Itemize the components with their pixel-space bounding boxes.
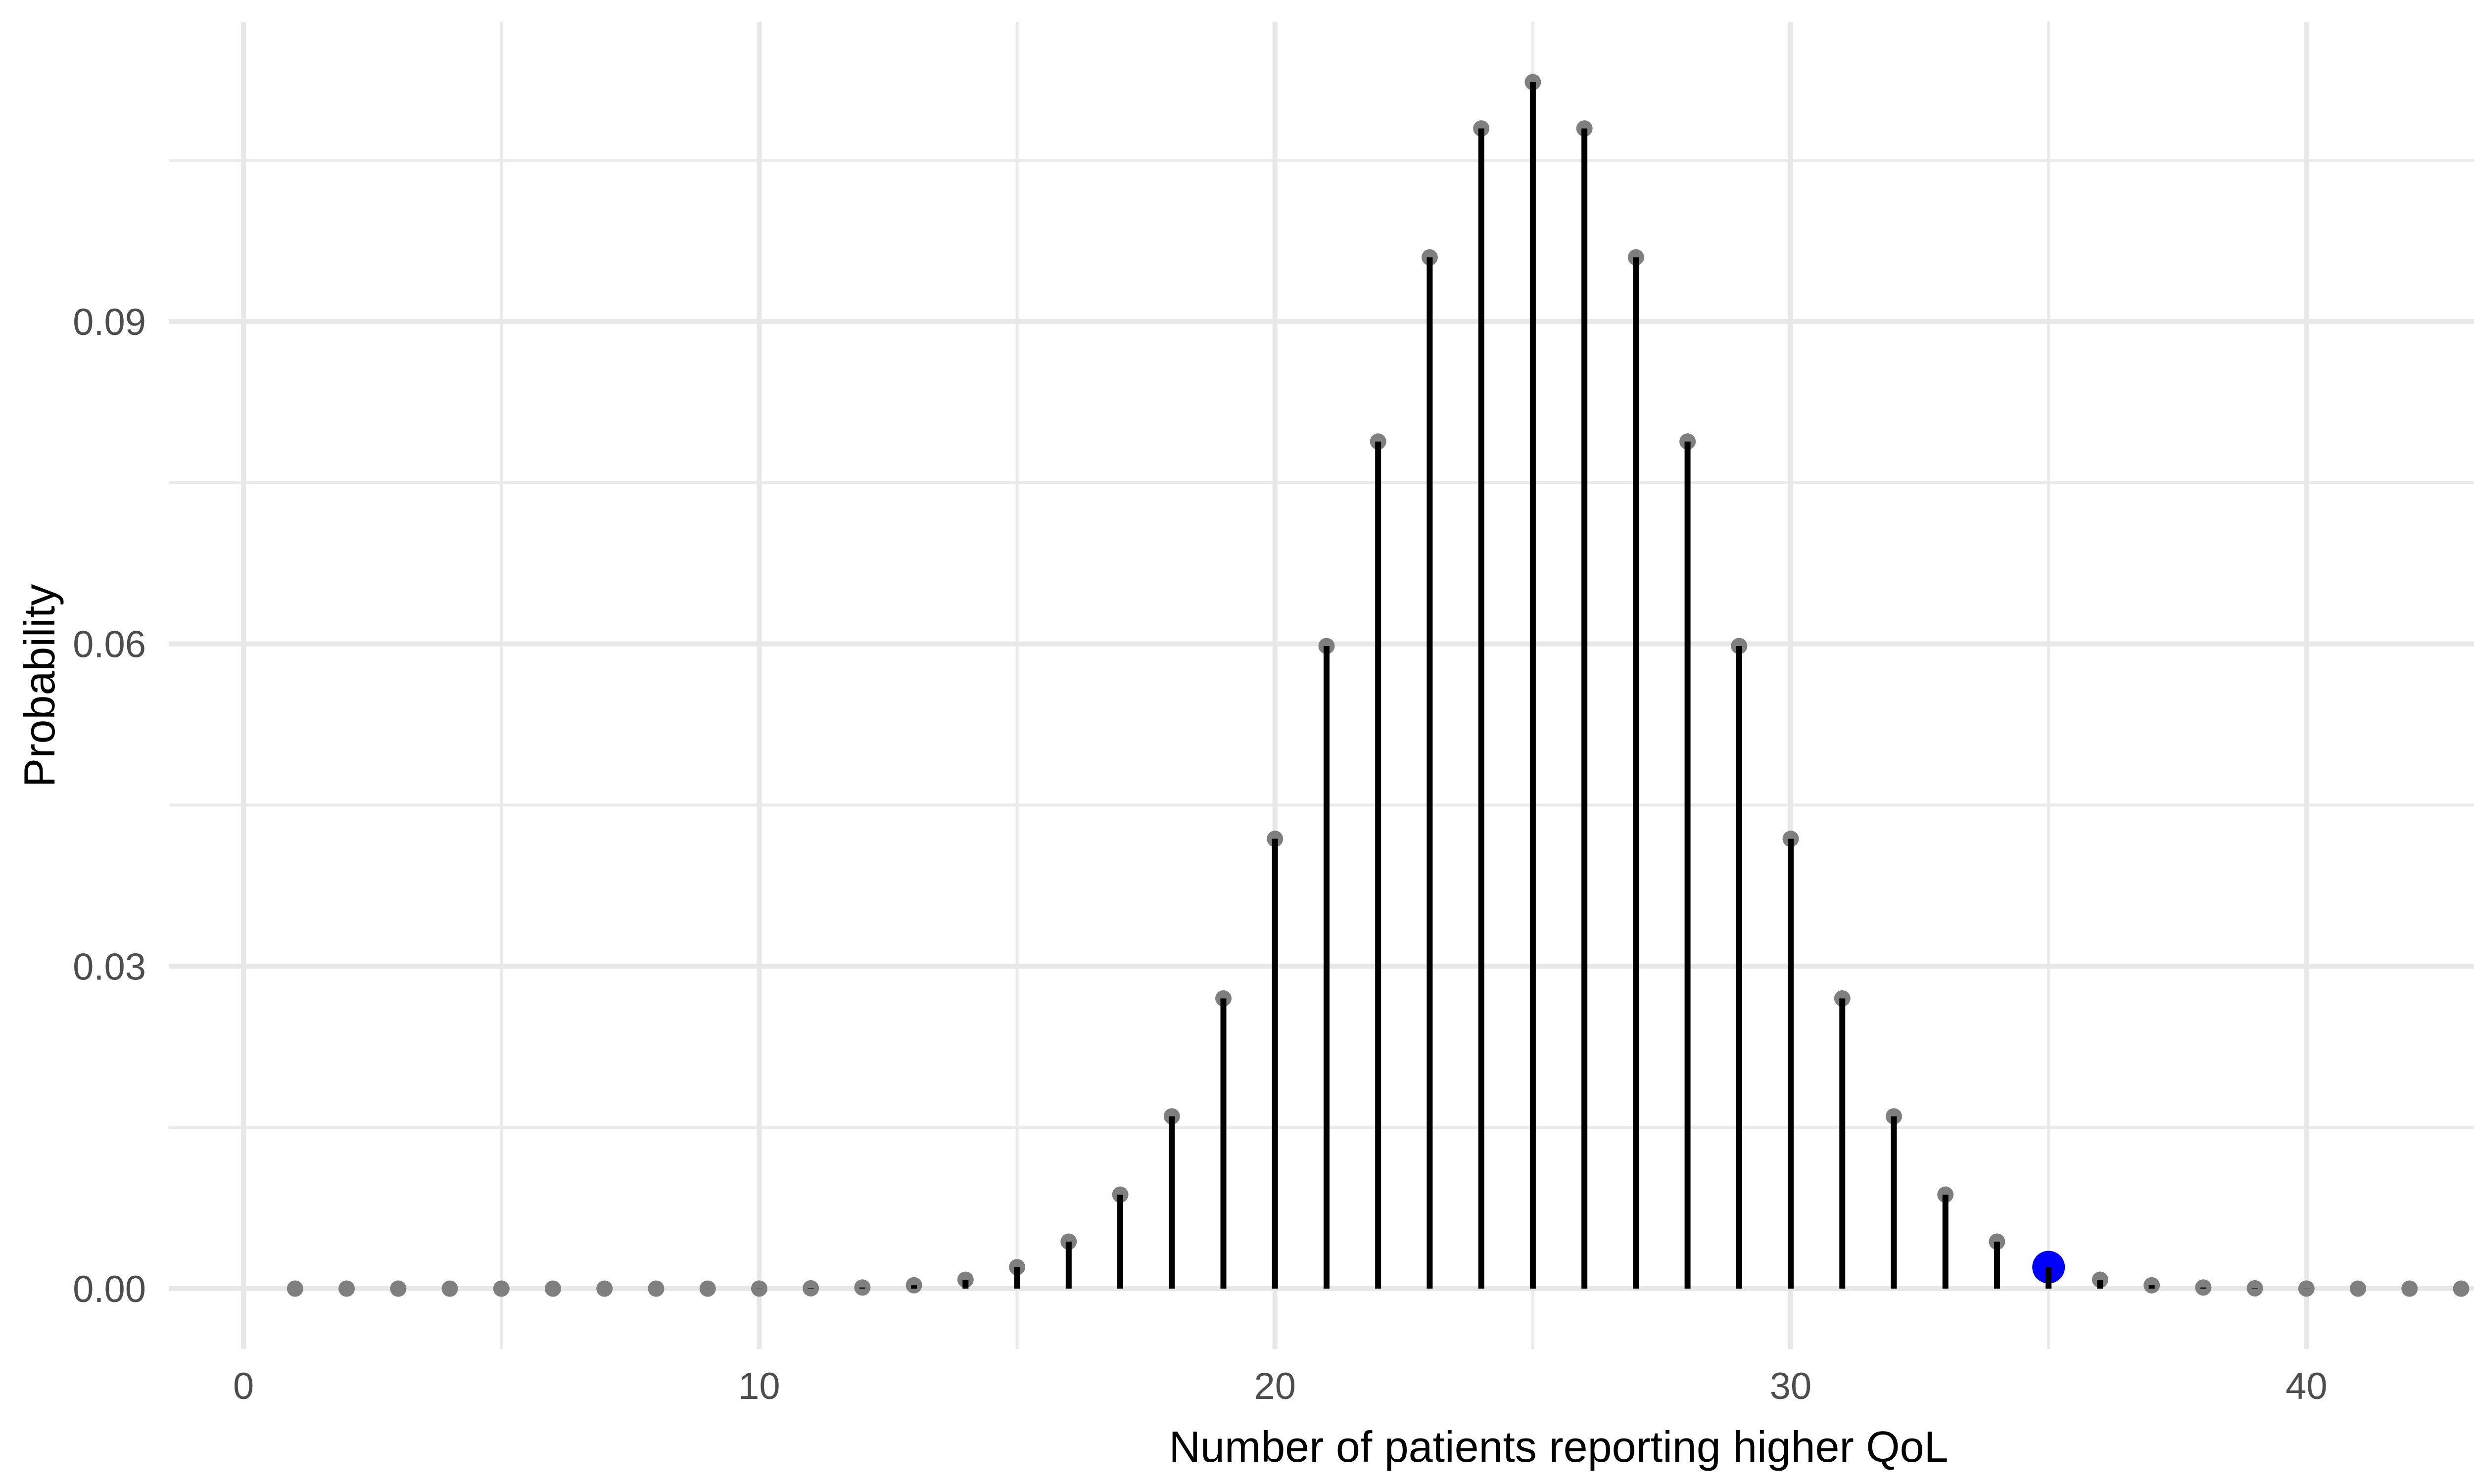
x-tick-label: 30: [1770, 1365, 1812, 1407]
x-axis-tick-labels: 01020304050: [233, 1365, 2328, 1407]
y-tick-label: 0.03: [73, 946, 146, 988]
pmf-point: [338, 1280, 355, 1297]
y-tick-label: 0.00: [73, 1268, 146, 1310]
minor-gridlines: [169, 22, 2474, 1349]
y-tick-label: 0.06: [73, 624, 146, 666]
y-tick-label: 0.09: [73, 301, 146, 343]
y-axis-title: Probability: [15, 584, 64, 788]
x-axis-title: Number of patients reporting higher QoL: [1169, 1422, 1948, 1471]
y-axis-tick-labels: 0.00 0.03 0.06 0.09: [73, 301, 146, 1310]
x-tick-label: 0: [233, 1365, 254, 1407]
x-tick-label: 10: [738, 1365, 780, 1407]
x-tick-label: 40: [2285, 1365, 2328, 1407]
pmf-point: [441, 1280, 458, 1297]
pmf-point: [545, 1280, 562, 1297]
major-gridlines: [169, 22, 2474, 1349]
x-tick-label: 20: [1254, 1365, 1296, 1407]
pmf-point: [390, 1280, 407, 1297]
stems: [601, 82, 2465, 1289]
pmf-point: [493, 1280, 510, 1297]
pmf-point: [286, 1280, 303, 1297]
